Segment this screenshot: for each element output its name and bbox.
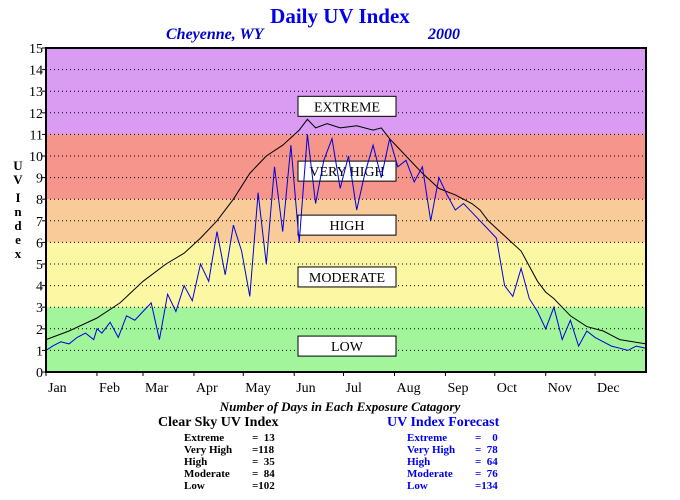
chart-title: Daily UV Index bbox=[270, 4, 410, 28]
x-tick-label: Apr bbox=[196, 381, 218, 396]
y-tick-label: 8 bbox=[36, 193, 43, 208]
y-tick-label: 14 bbox=[29, 64, 43, 79]
exposure-caption: Number of Days in Each Exposure Catagory bbox=[219, 399, 461, 414]
band-label: MODERATE bbox=[309, 271, 385, 286]
clear-sky-stats: Clear Sky UV Index Extreme = 13 Very High… bbox=[158, 415, 278, 492]
y-tick-label: 15 bbox=[29, 42, 43, 57]
x-tick-label: Sep bbox=[447, 381, 468, 396]
band-label-box bbox=[297, 266, 397, 288]
forecast-heading: UV Index Forecast bbox=[387, 415, 500, 430]
clear-sky-row: High = 35 bbox=[184, 456, 275, 468]
y-tick-label: 1 bbox=[36, 344, 43, 359]
y-axis-label-char: n bbox=[14, 204, 22, 219]
y-tick-label: 12 bbox=[29, 107, 43, 122]
y-tick-label: 2 bbox=[36, 323, 43, 338]
y-tick-label: 3 bbox=[36, 301, 43, 316]
band-label-box bbox=[297, 95, 397, 117]
x-tick-label: Jan bbox=[48, 381, 67, 396]
y-axis-label-char: d bbox=[14, 218, 22, 233]
year-label: 2000 bbox=[428, 26, 460, 43]
clear-sky-row: Low =102 bbox=[184, 480, 275, 492]
band-label-box bbox=[297, 335, 397, 357]
x-tick-label: Jun bbox=[296, 381, 315, 396]
location-label: Cheyenne, WY bbox=[166, 26, 264, 43]
x-tick-label: Aug bbox=[396, 381, 420, 396]
clear-sky-heading: Clear Sky UV Index bbox=[158, 415, 279, 430]
clear-sky-row: Very High =118 bbox=[184, 444, 275, 456]
band-label: LOW bbox=[331, 340, 364, 355]
y-tick-label: 7 bbox=[36, 215, 43, 230]
x-tick-label: Mar bbox=[145, 381, 169, 396]
x-tick-label: Nov bbox=[548, 381, 572, 396]
y-axis-label-char: I bbox=[15, 190, 20, 205]
y-tick-label: 6 bbox=[36, 236, 43, 251]
y-tick-label: 9 bbox=[36, 172, 43, 187]
x-tick-label: Feb bbox=[99, 381, 120, 396]
y-tick-label: 13 bbox=[29, 85, 43, 100]
forecast-row: Moderate = 76 bbox=[407, 468, 498, 480]
clear-sky-row: Moderate = 84 bbox=[184, 468, 275, 480]
y-tick-label: 0 bbox=[36, 366, 43, 381]
x-tick-label: Jul bbox=[346, 381, 362, 396]
forecast-row: Low =134 bbox=[407, 480, 498, 492]
forecast-row: High = 64 bbox=[407, 456, 498, 468]
plot-frame bbox=[45, 47, 647, 373]
y-tick-label: 5 bbox=[36, 258, 43, 273]
band-label: EXTREME bbox=[314, 100, 380, 115]
y-tick-label: 10 bbox=[29, 150, 43, 165]
x-tick-label: Dec bbox=[597, 381, 620, 396]
y-axis-label-char: e bbox=[15, 232, 21, 247]
clear-sky-line bbox=[45, 118, 647, 345]
forecast-row: Extreme = 0 bbox=[407, 432, 498, 444]
y-tick-label: 4 bbox=[36, 280, 43, 295]
forecast-row: Very High = 78 bbox=[407, 444, 498, 456]
y-axis-label-char: U bbox=[13, 158, 23, 173]
forecast-stats: UV Index Forecast Extreme = 0 Very High = … bbox=[387, 415, 499, 492]
y-tick-label: 11 bbox=[30, 128, 43, 143]
x-tick-label: Oct bbox=[497, 381, 517, 396]
y-axis-label-char: V bbox=[13, 172, 23, 187]
band-label: HIGH bbox=[330, 219, 365, 234]
forecast-line bbox=[45, 134, 647, 351]
clear-sky-row: Extreme = 13 bbox=[184, 432, 275, 444]
x-tick-label: May bbox=[245, 381, 271, 396]
y-axis-label-char: x bbox=[15, 246, 22, 261]
